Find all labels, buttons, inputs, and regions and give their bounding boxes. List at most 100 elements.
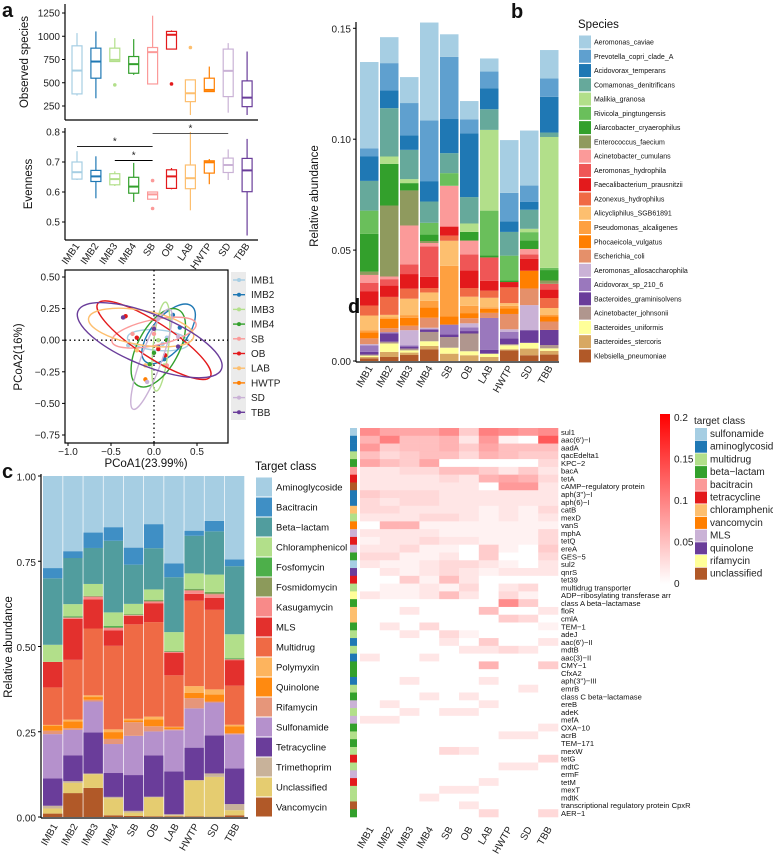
- heatmap-cell: [379, 762, 400, 771]
- heatmap-cell: [360, 731, 381, 740]
- bar-segment-Sulfonamide: [63, 729, 83, 756]
- legend-label: Alicycliphilus_SGB61891: [594, 211, 672, 218]
- bar-segment-Bacteroides_graminisolvens: [520, 330, 539, 343]
- bar-segment-Phocaeicola_vulgatus: [360, 332, 379, 339]
- y-tick-label: −0.75: [35, 431, 61, 442]
- heatmap-cell: [498, 645, 519, 654]
- heatmap-cell: [459, 700, 480, 709]
- heatmap-cell: [498, 778, 519, 787]
- point: [130, 331, 135, 337]
- colorbar: [660, 414, 670, 584]
- outlier: [188, 45, 193, 50]
- bar-segment-MLS: [103, 630, 124, 646]
- bar-segment-Sulfonamide: [123, 735, 144, 776]
- bar-segment-MLS: [63, 618, 83, 660]
- heatmap-cell: [419, 708, 440, 717]
- heatmap-cell: [379, 443, 400, 452]
- legend-item: Aeromonas_caviae: [579, 35, 654, 49]
- box-SD: [222, 43, 234, 113]
- heatmap-cell: [498, 723, 519, 732]
- heatmap-cell: [459, 490, 480, 499]
- bar-segment-Multidrug: [63, 659, 83, 720]
- heatmap-cell: [439, 490, 460, 499]
- bar-segment-Fosmidomycin: [103, 627, 124, 629]
- heatmap-cell: [439, 793, 460, 802]
- heatmap-cell: [439, 653, 460, 662]
- bar-segment-Vancomycin: [103, 815, 124, 817]
- heatmap-cell: [459, 778, 480, 787]
- heatmap-cell: [419, 630, 440, 639]
- heatmap-cell: [439, 622, 460, 631]
- bar-segment-Aliarcobacter_cryaerophilus: [460, 231, 479, 241]
- bar-TBB: [224, 476, 245, 817]
- bar-segment-Acinetobacter_cumulans: [520, 248, 539, 255]
- heatmap-cell: [538, 630, 559, 639]
- legend-label: Multidrug: [276, 643, 315, 654]
- legend-swatch: [695, 542, 707, 555]
- legend-item: Acinetobacter_cumulans: [579, 149, 671, 163]
- class-strip-cell: [350, 583, 357, 592]
- heatmap-cell: [419, 723, 440, 732]
- class-strip-cell: [350, 778, 357, 787]
- arg-heatmap: sul1aac(6')−IaadAqacEdelta1KPC−2bacAtetA…: [350, 413, 773, 856]
- heatmap-cell: [419, 762, 440, 771]
- legend-item: Acidovorax_temperans: [579, 64, 666, 78]
- bar-LAB: [164, 476, 184, 817]
- x-tick-label-TBB: TBB: [536, 364, 555, 387]
- heatmap-cell: [379, 770, 400, 779]
- bar-segment-Quinolone: [123, 720, 144, 723]
- bar-segment-Kasugamycin: [164, 651, 184, 654]
- x-tick-label-HWTP: HWTP: [178, 822, 202, 853]
- heatmap-cell: [360, 715, 381, 724]
- heatmap-cell: [439, 529, 460, 538]
- bar-segment-Quinolone: [83, 697, 103, 700]
- heatmap-row: transcriptional regulatory protein CpxR: [350, 801, 691, 810]
- heatmap-cell: [478, 708, 499, 717]
- bar-segment-Pseudomonas_alcaligenes: [360, 330, 379, 333]
- legend-dot: [237, 351, 241, 356]
- heatmap-cell: [459, 521, 480, 530]
- gene-label: aac(3)−II: [561, 653, 591, 662]
- heatmap-cell: [478, 521, 499, 530]
- bar-segment-Phocaeicola_vulgatus: [540, 316, 559, 322]
- bar-SB: [123, 476, 144, 817]
- legend-item: Rifamycin: [256, 697, 318, 717]
- bar-segment-Azonexus_hydrophilus: [500, 287, 519, 304]
- heatmap-cell: [518, 746, 539, 756]
- gene-label: aac(6')−II: [561, 638, 593, 647]
- heatmap-cell: [538, 443, 559, 452]
- legend-item: sulfonamide: [695, 428, 764, 440]
- class-strip-cell: [350, 521, 357, 530]
- bar-segment-Malikia_granosa: [460, 223, 479, 232]
- heatmap-cell: [439, 474, 460, 483]
- x-tick-label-TBB: TBB: [223, 822, 242, 845]
- heatmap-cell: [379, 801, 400, 810]
- bar-TBB: [540, 50, 559, 361]
- heatmap-cell: [518, 770, 539, 779]
- heatmap-cell: [478, 778, 499, 787]
- bar-segment-Faecalibacterium_prausnitzii: [520, 258, 539, 271]
- gene-label: KPC−2: [561, 459, 585, 468]
- bar-segment-Bacteroides_graminisolvens: [500, 338, 519, 345]
- heatmap-cell: [399, 638, 420, 647]
- box-HWTP: [203, 66, 215, 93]
- heatmap-cell: [459, 809, 480, 818]
- bar-segment-Fosmidomycin: [164, 651, 184, 652]
- heatmap-row: tetA: [350, 474, 575, 483]
- heatmap-cell: [478, 529, 499, 538]
- bar-segment-Trimethoprim: [83, 773, 103, 775]
- gene-label: sul1: [561, 428, 575, 437]
- box-IMB1: [71, 33, 83, 96]
- heatmap-cell: [379, 560, 400, 569]
- class-strip-cell: [350, 529, 357, 538]
- bar-segment-Polymyxin: [123, 718, 144, 721]
- heatmap-cell: [459, 544, 480, 553]
- legend-swatch: [579, 149, 591, 163]
- heatmap-cell: [419, 645, 440, 654]
- heatmap-cell: [360, 474, 381, 483]
- heatmap-cell: [498, 591, 519, 600]
- heatmap-cell: [459, 451, 480, 460]
- bar-segment-Beta−lactam: [103, 540, 124, 613]
- bar-segment-Rifamycin: [144, 726, 164, 732]
